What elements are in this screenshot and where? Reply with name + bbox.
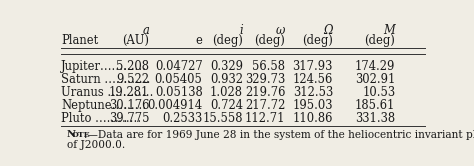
Text: Neptune………: Neptune……… bbox=[61, 99, 146, 112]
Text: ω: ω bbox=[276, 24, 285, 37]
Text: OTE: OTE bbox=[72, 131, 90, 139]
Text: 56.58: 56.58 bbox=[252, 60, 285, 73]
Text: 312.53: 312.53 bbox=[292, 86, 333, 99]
Text: 0.932: 0.932 bbox=[210, 73, 243, 86]
Text: 1.028: 1.028 bbox=[210, 86, 243, 99]
Text: 217.72: 217.72 bbox=[245, 99, 285, 112]
Text: 174.29: 174.29 bbox=[355, 60, 395, 73]
Text: 0.724: 0.724 bbox=[210, 99, 243, 112]
Text: 30.176: 30.176 bbox=[109, 99, 149, 112]
Text: 39.775: 39.775 bbox=[109, 112, 149, 125]
Text: M: M bbox=[383, 24, 395, 37]
Text: (deg): (deg) bbox=[302, 34, 333, 47]
Text: 15.558: 15.558 bbox=[202, 112, 243, 125]
Text: 10.53: 10.53 bbox=[362, 86, 395, 99]
Text: (deg): (deg) bbox=[212, 34, 243, 47]
Text: Pluto …………: Pluto ………… bbox=[61, 112, 141, 125]
Text: 112.71: 112.71 bbox=[245, 112, 285, 125]
Text: (AU): (AU) bbox=[122, 34, 149, 47]
Text: 0.05405: 0.05405 bbox=[155, 73, 202, 86]
Text: (deg): (deg) bbox=[365, 34, 395, 47]
Text: 185.61: 185.61 bbox=[355, 99, 395, 112]
Text: Planet: Planet bbox=[61, 34, 98, 47]
Text: 331.38: 331.38 bbox=[355, 112, 395, 125]
Text: Jupiter…………: Jupiter………… bbox=[61, 60, 147, 73]
Text: .—Data are for 1969 June 28 in the system of the heliocentric invariant plane: .—Data are for 1969 June 28 in the syste… bbox=[84, 130, 474, 140]
Text: 317.93: 317.93 bbox=[292, 60, 333, 73]
Text: Saturn …………: Saturn ………… bbox=[61, 73, 150, 86]
Text: 0.2533: 0.2533 bbox=[162, 112, 202, 125]
Text: 9.522: 9.522 bbox=[116, 73, 149, 86]
Text: a: a bbox=[142, 24, 149, 37]
Text: (deg): (deg) bbox=[254, 34, 285, 47]
Text: N: N bbox=[66, 130, 76, 139]
Text: 5.208: 5.208 bbox=[116, 60, 149, 73]
Text: 0.004914: 0.004914 bbox=[147, 99, 202, 112]
Text: 124.56: 124.56 bbox=[292, 73, 333, 86]
Text: e: e bbox=[196, 34, 202, 47]
Text: 302.91: 302.91 bbox=[355, 73, 395, 86]
Text: of J2000.0.: of J2000.0. bbox=[66, 140, 125, 150]
Text: 110.86: 110.86 bbox=[292, 112, 333, 125]
Text: 329.73: 329.73 bbox=[245, 73, 285, 86]
Text: 0.329: 0.329 bbox=[210, 60, 243, 73]
Text: Ω: Ω bbox=[323, 24, 333, 37]
Text: 0.05138: 0.05138 bbox=[155, 86, 202, 99]
Text: 195.03: 195.03 bbox=[292, 99, 333, 112]
Text: 19.281: 19.281 bbox=[109, 86, 149, 99]
Text: 0.04727: 0.04727 bbox=[155, 60, 202, 73]
Text: 219.76: 219.76 bbox=[245, 86, 285, 99]
Text: i: i bbox=[239, 24, 243, 37]
Text: Uranus …………: Uranus ………… bbox=[61, 86, 154, 99]
